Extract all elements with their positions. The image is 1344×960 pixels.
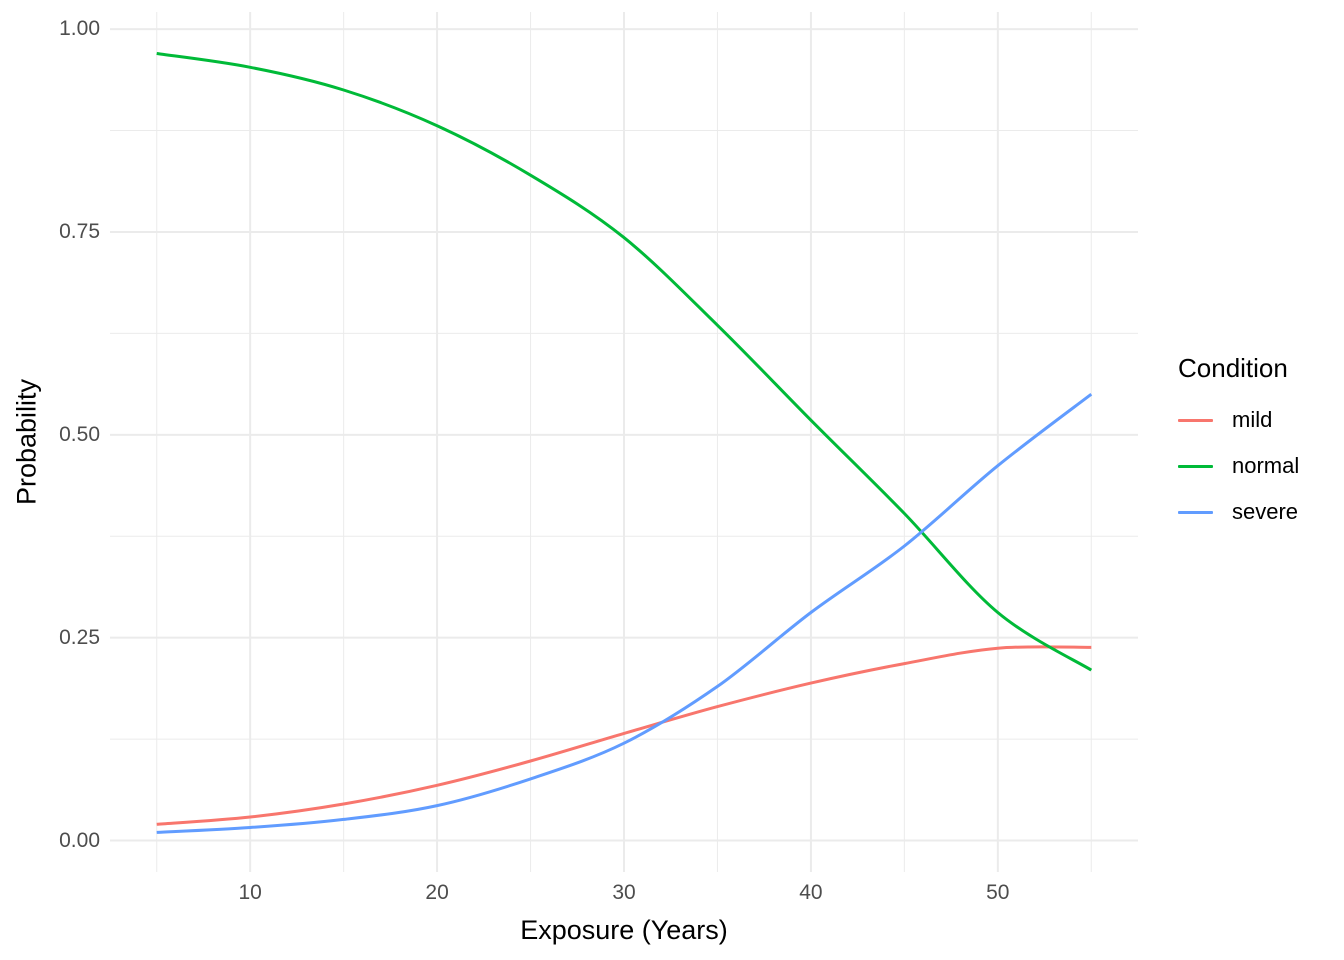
- y-tick-label: 0.75: [59, 219, 100, 243]
- legend-key-line-mild: [1178, 418, 1213, 422]
- y-tick-label: 0.50: [59, 422, 100, 446]
- legend-label: mild: [1232, 407, 1273, 432]
- legend-entries: mild normal severe: [1178, 397, 1299, 535]
- x-tick-label: 40: [799, 881, 823, 904]
- legend-label: normal: [1232, 453, 1300, 478]
- x-tick-label: 50: [986, 881, 1010, 904]
- x-tick-label: 30: [612, 881, 636, 904]
- x-tick-label: 10: [238, 881, 262, 904]
- y-tick-label: 0.25: [59, 625, 100, 649]
- legend-entry-severe: severe: [1178, 489, 1299, 535]
- y-tick-label: 1.00: [59, 17, 100, 41]
- legend-label: severe: [1232, 499, 1299, 524]
- legend-entry-mild: mild: [1178, 397, 1299, 443]
- legend-title: Condition: [1178, 353, 1288, 383]
- legend-entry-normal: normal: [1178, 443, 1299, 489]
- legend: Condition mild normal severe: [1178, 352, 1299, 535]
- x-tick-label: 20: [425, 881, 449, 904]
- legend-key-line-normal: [1178, 464, 1213, 468]
- line-severe: [156, 393, 1093, 834]
- y-tick-label: 0.00: [59, 828, 100, 852]
- line-mild: [156, 645, 1092, 826]
- line-normal: [156, 52, 1093, 672]
- x-axis-title: Exposure (Years): [520, 915, 728, 945]
- y-axis-title: Probability: [11, 378, 42, 506]
- legend-key-line-severe: [1178, 510, 1213, 514]
